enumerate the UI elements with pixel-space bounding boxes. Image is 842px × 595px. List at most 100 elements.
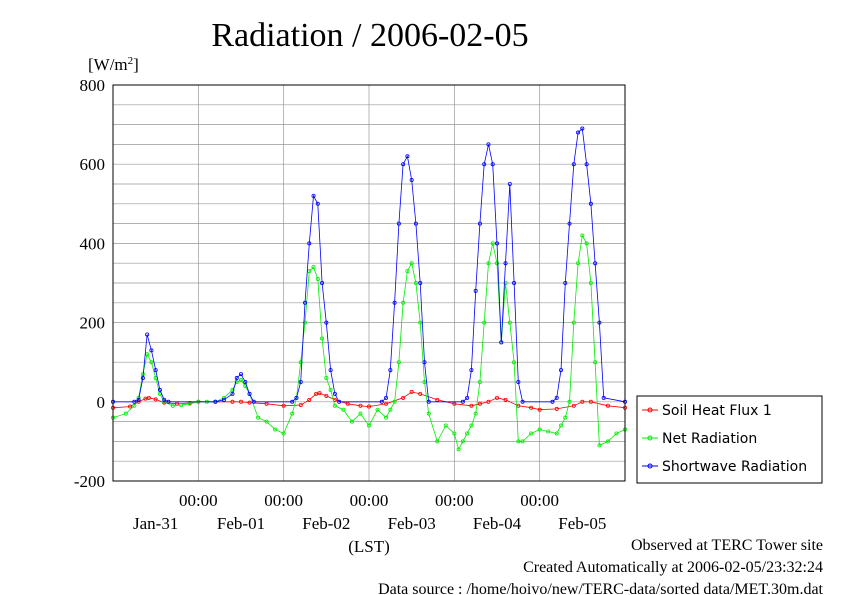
- data-point: [234, 379, 239, 384]
- data-point: [554, 395, 559, 400]
- data-point: [516, 379, 521, 384]
- data-point: [563, 280, 568, 285]
- data-point: [358, 403, 363, 408]
- data-point: [349, 419, 354, 424]
- x-time-tick-label: 00:00: [350, 491, 389, 510]
- chart-title: Radiation / 2006-02-05: [211, 17, 528, 54]
- data-point: [601, 395, 606, 400]
- data-point: [396, 360, 401, 365]
- data-point: [593, 360, 598, 365]
- data-point: [477, 221, 482, 226]
- data-point: [482, 162, 487, 167]
- data-point: [469, 403, 474, 408]
- data-point: [486, 399, 491, 404]
- data-point: [213, 399, 218, 404]
- data-point: [477, 379, 482, 384]
- data-point: [384, 395, 389, 400]
- data-point: [520, 399, 525, 404]
- data-point: [230, 391, 235, 396]
- data-point: [418, 320, 423, 325]
- data-point: [537, 407, 542, 412]
- data-point: [469, 368, 474, 373]
- data-point: [145, 332, 150, 337]
- data-point: [503, 280, 508, 285]
- legend: Soil Heat Flux 1 Net Radiation Shortwave R…: [636, 395, 823, 484]
- data-point: [298, 379, 303, 384]
- data-point: [281, 403, 286, 408]
- data-point: [409, 389, 414, 394]
- data-point: [580, 399, 585, 404]
- data-point: [571, 162, 576, 167]
- data-point: [136, 397, 141, 402]
- y-tick-label: 800: [80, 76, 106, 95]
- data-point: [490, 241, 495, 246]
- data-point: [554, 431, 559, 436]
- footer-site: Observed at TERC Tower site: [631, 537, 823, 554]
- data-point: [379, 399, 384, 404]
- data-point: [494, 395, 499, 400]
- data-point: [128, 404, 133, 409]
- data-point: [307, 241, 312, 246]
- data-point: [290, 399, 295, 404]
- data-point: [473, 411, 478, 416]
- x-day-label: Feb-05: [558, 514, 606, 533]
- data-point: [146, 395, 151, 400]
- y-tick-labels: -200 0 200 400 600 800: [74, 76, 105, 491]
- data-point: [494, 241, 499, 246]
- data-point: [358, 411, 363, 416]
- data-point: [512, 360, 517, 365]
- y-tick-label: 0: [97, 393, 106, 412]
- data-point: [264, 419, 269, 424]
- data-point: [465, 395, 470, 400]
- data-point: [418, 391, 423, 396]
- x-day-label: Feb-01: [217, 514, 265, 533]
- data-point: [157, 387, 162, 392]
- data-point: [460, 439, 465, 444]
- data-point: [290, 411, 295, 416]
- data-point: [460, 399, 465, 404]
- data-point: [149, 360, 154, 365]
- x-day-label: Feb-03: [388, 514, 436, 533]
- x-time-tick-label: 00:00: [520, 491, 559, 510]
- data-point: [375, 407, 380, 412]
- data-point: [328, 368, 333, 373]
- data-point: [409, 261, 414, 266]
- data-point: [422, 379, 427, 384]
- data-point: [426, 411, 431, 416]
- data-point: [230, 399, 235, 404]
- data-point: [337, 399, 342, 404]
- data-point: [153, 397, 158, 402]
- data-point: [580, 126, 585, 131]
- x-day-label: Feb-02: [302, 514, 350, 533]
- data-point: [401, 300, 406, 305]
- data-point: [320, 336, 325, 341]
- legend-entry-label: Shortwave Radiation: [662, 459, 807, 475]
- data-point: [341, 407, 346, 412]
- data-point: [315, 201, 320, 206]
- data-point: [593, 261, 598, 266]
- data-point: [401, 395, 406, 400]
- data-point: [328, 387, 333, 392]
- data-point: [332, 391, 337, 396]
- series-2: [111, 126, 628, 404]
- data-point: [503, 397, 508, 402]
- data-point: [230, 387, 235, 392]
- data-point: [392, 300, 397, 305]
- data-point: [494, 261, 499, 266]
- data-point: [546, 429, 551, 434]
- data-point: [388, 368, 393, 373]
- data-point: [465, 431, 470, 436]
- data-point: [166, 399, 171, 404]
- data-point: [179, 402, 184, 407]
- legend-entry-label: Soil Heat Flux 1: [662, 403, 772, 419]
- data-point: [307, 397, 312, 402]
- data-point: [401, 162, 406, 167]
- data-point: [315, 277, 320, 282]
- data-point: [507, 181, 512, 186]
- footer-created: Created Automatically at 2006-02-05/23:3…: [523, 559, 823, 576]
- y-tick-label: 200: [80, 314, 106, 333]
- series-line: [113, 127, 626, 403]
- data-point: [243, 379, 248, 384]
- data-point: [477, 401, 482, 406]
